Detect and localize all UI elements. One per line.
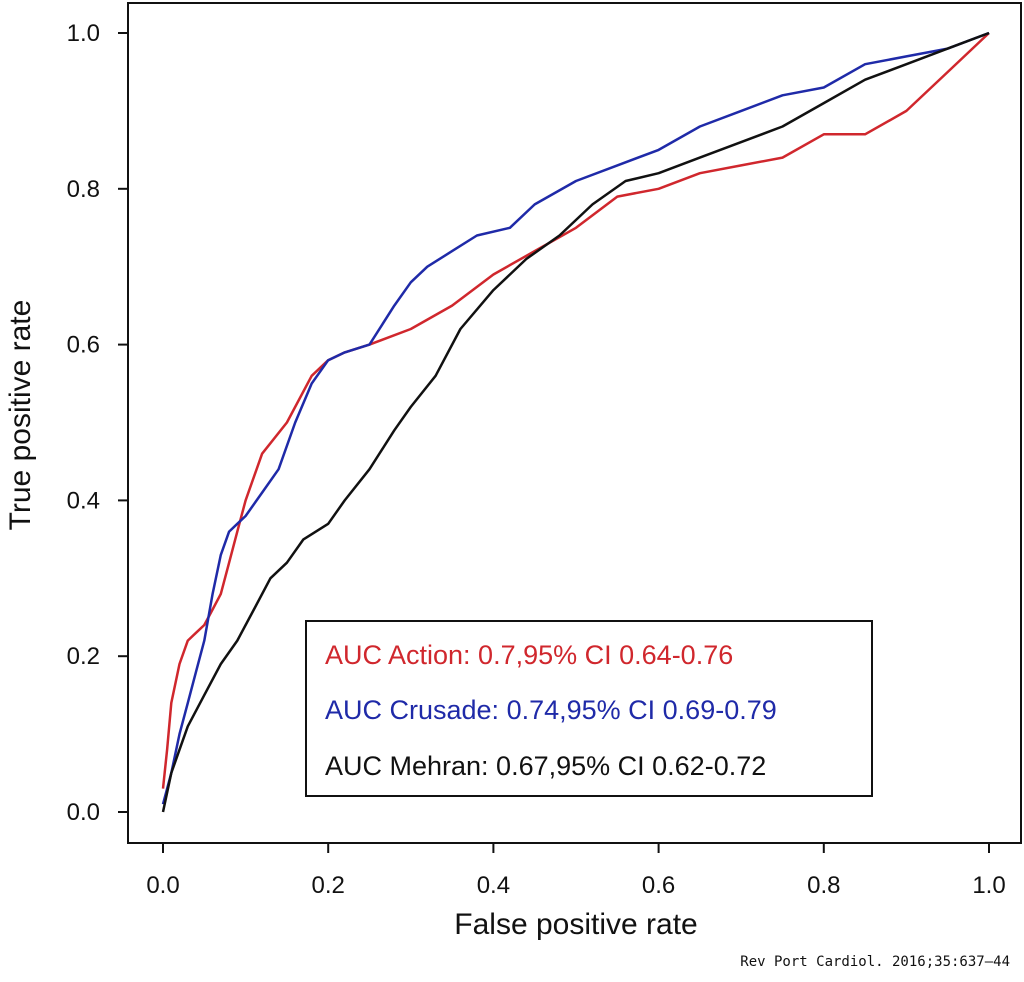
- x-tick-label: 0.4: [477, 872, 510, 899]
- series-group: [161, 31, 990, 813]
- legend: AUC Action: 0.7,95% CI 0.64-0.76 AUC Cru…: [305, 620, 873, 797]
- x-tick-label: 0.8: [807, 872, 840, 899]
- x-tick-label: 0.6: [642, 872, 675, 899]
- y-axis-title: True positive rate: [4, 300, 37, 531]
- source-citation: Rev Port Cardiol. 2016;35:637–44: [740, 954, 1010, 970]
- y-tick-label: 0.0: [67, 799, 100, 826]
- y-tick-label: 0.4: [67, 487, 100, 514]
- legend-entry-crusade: AUC Crusade: 0.74,95% CI 0.69-0.79: [325, 695, 777, 725]
- x-tick-label: 0.2: [312, 872, 345, 899]
- series-line-mehran: [161, 31, 990, 813]
- y-tick-label: 1.0: [67, 20, 100, 47]
- legend-box: [305, 620, 873, 797]
- x-tick-label: 1.0: [972, 872, 1005, 899]
- legend-entry-mehran: AUC Mehran: 0.67,95% CI 0.62-0.72: [325, 751, 766, 781]
- x-axis: 0.0 0.2 0.4 0.6 0.8 1.0: [146, 843, 1006, 899]
- legend-entry-action: AUC Action: 0.7,95% CI 0.64-0.76: [325, 640, 733, 670]
- x-tick-label: 0.0: [146, 872, 179, 899]
- y-tick-label: 0.8: [67, 176, 100, 203]
- series-line-crusade: [161, 31, 990, 805]
- y-tick-label: 0.6: [67, 332, 100, 359]
- y-axis: 0.0 0.2 0.4 0.6 0.8 1.0: [67, 20, 128, 826]
- plot-area-frame: [127, 2, 1022, 844]
- x-axis-title: False positive rate: [454, 908, 697, 941]
- y-tick-label: 0.2: [67, 643, 100, 670]
